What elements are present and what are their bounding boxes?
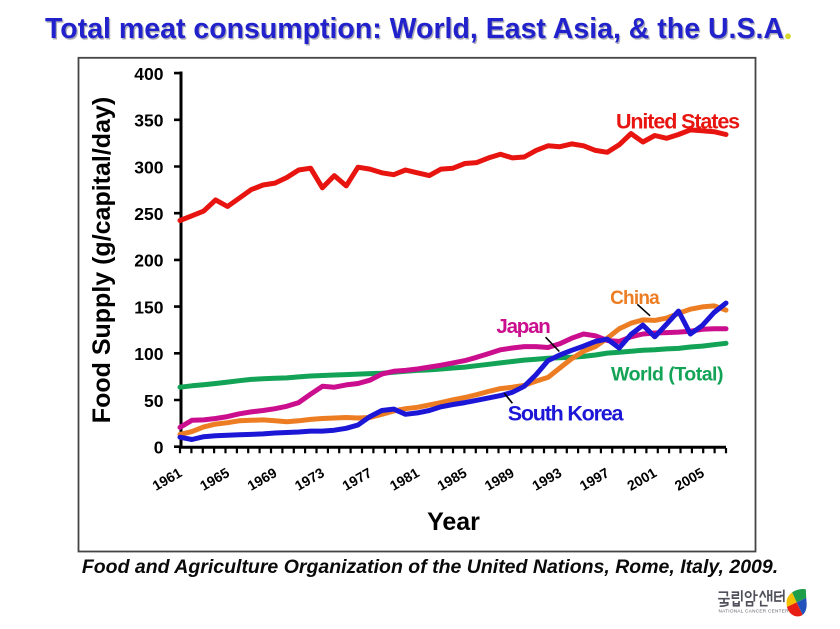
svg-text:World (Total): World (Total) — [611, 364, 723, 386]
svg-text:350: 350 — [134, 111, 163, 131]
svg-text:300: 300 — [134, 157, 163, 177]
svg-text:100: 100 — [134, 344, 163, 364]
svg-text:South Korea: South Korea — [508, 402, 625, 426]
svg-text:400: 400 — [134, 64, 163, 84]
svg-text:0: 0 — [154, 438, 164, 458]
svg-text:50: 50 — [144, 391, 164, 411]
svg-text:Year: Year — [427, 508, 480, 536]
svg-text:United States: United States — [616, 109, 740, 133]
svg-text:200: 200 — [134, 251, 163, 271]
svg-text:150: 150 — [134, 297, 163, 317]
svg-text:NATIONAL CANCER CENTER: NATIONAL CANCER CENTER — [719, 608, 790, 613]
svg-text:Food Supply (g/capital/day): Food Supply (g/capital/day) — [88, 97, 116, 423]
svg-text:Japan: Japan — [496, 315, 550, 338]
svg-text:250: 250 — [134, 204, 163, 224]
svg-text:China: China — [610, 288, 660, 309]
